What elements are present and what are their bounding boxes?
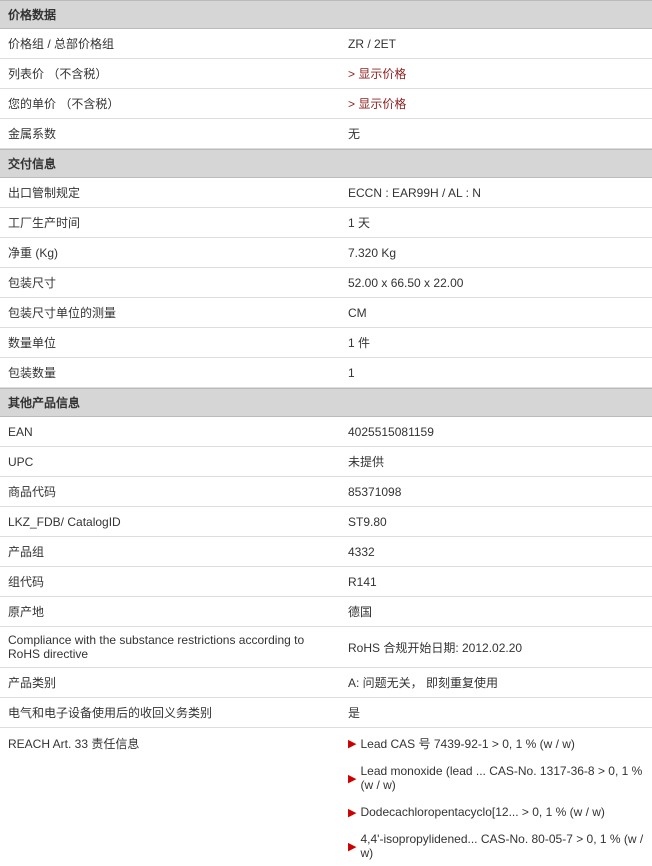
table-row: 列表价 （不含税） > 显示价格: [0, 59, 652, 89]
show-price-link[interactable]: > 显示价格: [340, 89, 652, 118]
other-rows: EAN 4025515081159 UPC 未提供 商品代码 85371098 …: [0, 417, 652, 866]
row-label: 数量单位: [0, 328, 340, 357]
row-label: Compliance with the substance restrictio…: [0, 627, 340, 667]
reach-item-link[interactable]: ▶ Lead monoxide (lead ... CAS-No. 1317-3…: [0, 758, 652, 798]
table-row: 产品类别 A: 问题无关， 即刻重复使用: [0, 668, 652, 698]
table-row: 组代码 R141: [0, 567, 652, 597]
row-value: 52.00 x 66.50 x 22.00: [340, 270, 652, 296]
reach-item-text: Lead CAS 号 7439-92-1 > 0, 1 % (w / w): [360, 735, 574, 752]
row-label: 原产地: [0, 597, 340, 626]
table-row: 金属系数 无: [0, 119, 652, 149]
section-header-other: 其他产品信息: [0, 388, 652, 417]
reach-list: ▶ Lead monoxide (lead ... CAS-No. 1317-3…: [0, 758, 652, 866]
price-rows: 价格组 / 总部价格组 ZR / 2ET 列表价 （不含税） > 显示价格 您的…: [0, 29, 652, 149]
table-row: 原产地 德国: [0, 597, 652, 627]
row-label: 您的单价 （不含税）: [0, 89, 340, 118]
row-label: 出口管制规定: [0, 178, 340, 207]
triangle-right-icon: ▶: [348, 806, 356, 819]
row-value: 1 件: [340, 328, 652, 357]
row-label: 净重 (Kg): [0, 238, 340, 267]
table-row: Compliance with the substance restrictio…: [0, 627, 652, 668]
row-value: 4025515081159: [340, 419, 652, 445]
table-row: 包装尺寸单位的测量 CM: [0, 298, 652, 328]
reach-item-text: Lead monoxide (lead ... CAS-No. 1317-36-…: [360, 764, 644, 792]
row-label: 列表价 （不含税）: [0, 59, 340, 88]
reach-item-link[interactable]: ▶ Dodecachloropentacyclo[12... > 0, 1 % …: [0, 798, 652, 826]
row-label: LKZ_FDB/ CatalogID: [0, 509, 340, 535]
table-row: 出口管制规定 ECCN : EAR99H / AL : N: [0, 178, 652, 208]
row-value: ECCN : EAR99H / AL : N: [340, 180, 652, 206]
row-value: RoHS 合规开始日期: 2012.02.20: [340, 633, 652, 662]
row-label: EAN: [0, 419, 340, 445]
row-label: UPC: [0, 449, 340, 475]
row-value: CM: [340, 300, 652, 326]
table-row: EAN 4025515081159: [0, 417, 652, 447]
section-header-delivery: 交付信息: [0, 149, 652, 178]
row-label: 产品类别: [0, 668, 340, 697]
reach-item-text: 4,4'-isopropylidened... CAS-No. 80-05-7 …: [360, 832, 644, 860]
table-row: 产品组 4332: [0, 537, 652, 567]
delivery-rows: 出口管制规定 ECCN : EAR99H / AL : N 工厂生产时间 1 天…: [0, 178, 652, 388]
row-label: 包装尺寸单位的测量: [0, 298, 340, 327]
row-label: 电气和电子设备使用后的收回义务类别: [0, 698, 340, 727]
section-header-price: 价格数据: [0, 0, 652, 29]
table-row: 包装尺寸 52.00 x 66.50 x 22.00: [0, 268, 652, 298]
row-value: A: 问题无关， 即刻重复使用: [340, 668, 652, 697]
row-label: 组代码: [0, 567, 340, 596]
reach-item-text: Dodecachloropentacyclo[12... > 0, 1 % (w…: [360, 805, 604, 819]
reach-item-link[interactable]: ▶ Lead CAS 号 7439-92-1 > 0, 1 % (w / w): [340, 729, 652, 758]
row-label: 价格组 / 总部价格组: [0, 29, 340, 58]
row-value: 未提供: [340, 447, 652, 476]
table-row: 工厂生产时间 1 天: [0, 208, 652, 238]
show-price-link[interactable]: > 显示价格: [340, 59, 652, 88]
row-value: 无: [340, 119, 652, 148]
row-value: 1 天: [340, 208, 652, 237]
row-value: 德国: [340, 597, 652, 626]
reach-item-link[interactable]: ▶ 4,4'-isopropylidened... CAS-No. 80-05-…: [0, 826, 652, 866]
row-label: 金属系数: [0, 119, 340, 148]
row-value: R141: [340, 569, 652, 595]
table-row: 包装数量 1: [0, 358, 652, 388]
table-row: 价格组 / 总部价格组 ZR / 2ET: [0, 29, 652, 59]
table-row: LKZ_FDB/ CatalogID ST9.80: [0, 507, 652, 537]
reach-row: REACH Art. 33 责任信息 ▶ Lead CAS 号 7439-92-…: [0, 728, 652, 758]
row-label: 商品代码: [0, 477, 340, 506]
table-row: 数量单位 1 件: [0, 328, 652, 358]
row-value: 7.320 Kg: [340, 240, 652, 266]
row-label: 包装数量: [0, 358, 340, 387]
row-label: REACH Art. 33 责任信息: [0, 729, 340, 758]
row-value: ST9.80: [340, 509, 652, 535]
triangle-right-icon: ▶: [348, 840, 356, 853]
row-label: 产品组: [0, 537, 340, 566]
table-row: 商品代码 85371098: [0, 477, 652, 507]
table-row: 您的单价 （不含税） > 显示价格: [0, 89, 652, 119]
row-value: 4332: [340, 539, 652, 565]
row-value: 1: [340, 360, 652, 386]
triangle-right-icon: ▶: [348, 737, 356, 750]
row-value: ZR / 2ET: [340, 31, 652, 57]
row-value: 是: [340, 698, 652, 727]
row-label: 工厂生产时间: [0, 208, 340, 237]
row-value: 85371098: [340, 479, 652, 505]
row-label: 包装尺寸: [0, 268, 340, 297]
table-row: 电气和电子设备使用后的收回义务类别 是: [0, 698, 652, 728]
table-row: 净重 (Kg) 7.320 Kg: [0, 238, 652, 268]
triangle-right-icon: ▶: [348, 772, 356, 785]
table-row: UPC 未提供: [0, 447, 652, 477]
